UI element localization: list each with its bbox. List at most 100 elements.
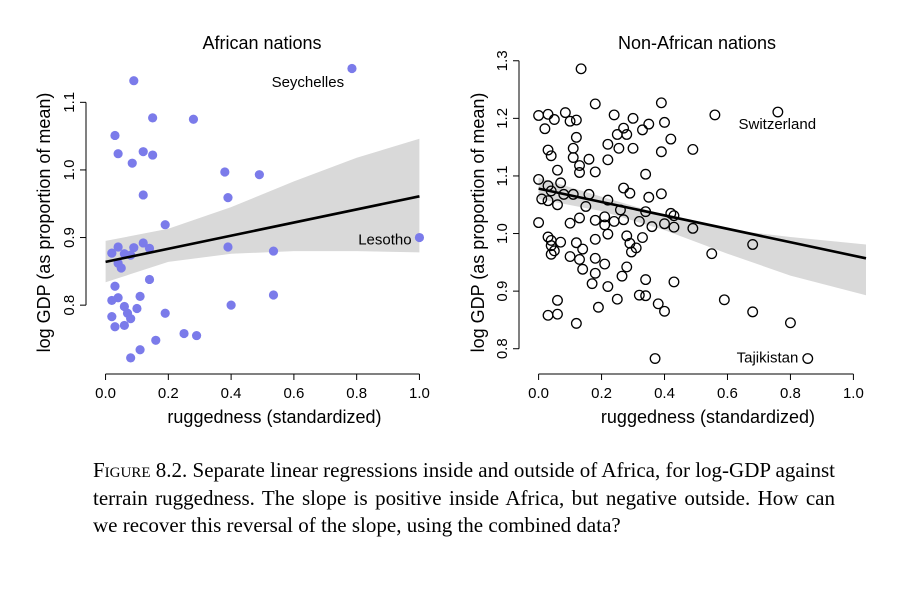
data-point	[643, 191, 655, 203]
x-tick-label: 0.2	[158, 385, 179, 402]
data-point	[659, 305, 670, 317]
data-point	[127, 158, 137, 168]
data-point	[226, 300, 236, 310]
data-point	[649, 353, 661, 364]
data-point	[542, 108, 554, 120]
data-point	[110, 281, 120, 291]
x-tick-label: 0.2	[591, 385, 612, 402]
data-point	[586, 278, 598, 290]
y-axis-label: log GDP (as proportion of mean)	[468, 93, 488, 353]
data-point	[533, 173, 545, 185]
data-point	[659, 116, 670, 128]
data-point	[533, 217, 545, 229]
data-point	[542, 144, 554, 156]
data-point	[107, 248, 117, 258]
data-point	[564, 251, 576, 263]
data-point	[784, 317, 796, 329]
data-point	[624, 187, 636, 199]
data-point	[577, 263, 589, 275]
data-point	[687, 222, 699, 234]
data-point	[570, 237, 582, 249]
x-tick-label: 0.6	[283, 385, 304, 402]
data-point	[687, 144, 699, 155]
data-point	[706, 248, 718, 260]
x-axis-label: ruggedness (standardized)	[167, 407, 381, 427]
data-point	[113, 242, 123, 252]
data-point	[135, 345, 145, 355]
point-annotation: Seychelles	[272, 74, 345, 91]
data-point	[574, 212, 585, 224]
data-point	[223, 242, 233, 252]
data-point	[621, 261, 633, 273]
data-point	[574, 167, 585, 178]
data-point	[564, 115, 576, 127]
data-point	[655, 188, 667, 200]
x-tick-label: 0.8	[780, 385, 801, 402]
data-point	[709, 109, 721, 121]
data-point	[668, 276, 680, 288]
data-point	[618, 122, 630, 134]
y-tick-label: 1.3	[494, 50, 511, 71]
data-point	[129, 76, 139, 86]
x-tick-label: 0.8	[346, 385, 367, 402]
data-point	[655, 97, 667, 109]
data-point	[552, 294, 563, 306]
data-point	[268, 290, 279, 300]
confidence-band	[538, 177, 866, 296]
data-point	[637, 124, 648, 136]
data-point	[802, 353, 814, 364]
data-point	[618, 182, 630, 194]
data-point	[555, 236, 567, 248]
data-point	[570, 131, 582, 143]
data-point	[574, 254, 585, 265]
data-point	[575, 63, 587, 75]
caption-text: Separate linear regressions inside and o…	[93, 458, 836, 537]
panel-african-nations: 0.0 0.2 0.4 0.6 0.8 1.0 0.8 0.9 1.0 1.1 African na…	[34, 33, 430, 427]
data-point	[119, 320, 129, 331]
data-point	[589, 98, 601, 110]
y-tick-label: 1.0	[494, 223, 511, 244]
data-point	[548, 245, 560, 257]
data-point	[637, 232, 648, 244]
data-point	[564, 217, 576, 229]
x-tick-label: 0.0	[95, 385, 116, 402]
data-point	[577, 243, 589, 255]
data-point	[652, 298, 664, 310]
data-point	[129, 243, 139, 253]
y-tick-label: 0.9	[494, 281, 511, 302]
data-point	[640, 274, 652, 286]
data-point	[191, 330, 202, 341]
data-point	[567, 152, 579, 163]
data-point	[602, 228, 614, 240]
data-point	[188, 114, 199, 124]
data-point	[179, 328, 189, 339]
data-point	[552, 308, 563, 320]
data-point	[589, 233, 601, 245]
data-point	[113, 149, 123, 159]
y-tick-label: 1.0	[61, 160, 78, 181]
y-tick-label: 0.8	[61, 295, 78, 316]
data-point	[126, 314, 136, 324]
data-point	[599, 258, 611, 270]
data-point	[626, 246, 637, 258]
confidence-band	[105, 138, 420, 283]
data-point	[539, 123, 551, 135]
data-point	[592, 301, 604, 313]
data-point	[567, 142, 579, 154]
chart-title: African nations	[202, 33, 321, 53]
data-point	[144, 243, 155, 253]
point-annotation: Lesotho	[358, 232, 411, 249]
figure: 0.0 0.2 0.4 0.6 0.8 1.0 0.8 0.9 1.0 1.1 African na…	[34, 33, 867, 427]
data-point	[611, 293, 623, 305]
data-point	[616, 270, 628, 282]
data-point	[220, 167, 230, 177]
caption-label: Figure 8.2.	[93, 458, 188, 482]
data-point	[643, 118, 655, 130]
data-point	[268, 246, 279, 256]
data-point	[627, 142, 639, 154]
data-point	[580, 201, 592, 212]
x-tick-label: 0.4	[221, 385, 242, 402]
data-point	[665, 133, 677, 145]
data-point	[668, 221, 680, 233]
y-tick-label: 0.8	[494, 338, 511, 359]
